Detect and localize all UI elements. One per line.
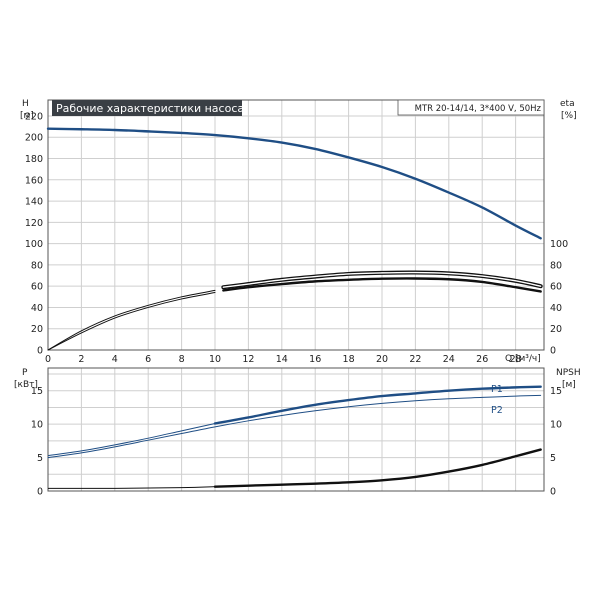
y-left-tick-label-bottom: 0 (37, 487, 43, 498)
y-right-tick-label-top: 40 (550, 303, 562, 314)
y-left-tick-label-top: 40 (31, 303, 43, 314)
y-left-tick-label-top: 180 (25, 154, 43, 165)
bottom-panel-frame (47, 367, 545, 492)
y-left-label-top: H (22, 99, 29, 109)
y-right-tick-label-top: 100 (550, 239, 568, 250)
y-right-tick-label-bottom: 5 (550, 453, 556, 464)
y-left-unit-bottom: [кВт] (14, 380, 38, 390)
y-right-tick-label-top: 20 (550, 324, 562, 335)
y-left-tick-label-top: 80 (31, 260, 43, 271)
x-axis-label: Q [м³/ч] (505, 354, 541, 364)
y-left-tick-label-bottom: 5 (37, 453, 43, 464)
bottom-p2-line (47, 394, 542, 459)
x-tick-label: 2 (78, 354, 84, 365)
x-tick-label: 16 (309, 354, 321, 365)
y-left-tick-label-top: 60 (31, 282, 43, 293)
x-tick-label: 6 (145, 354, 151, 365)
model-info: MTR 20-14/14, 3*400 V, 50Hz (415, 104, 542, 114)
bottom-panel-series (47, 385, 542, 489)
y-right-unit-top: [%] (561, 111, 577, 121)
y-left-tick-label-bottom: 10 (31, 420, 43, 431)
top-panel-tick-labels: 0 2 4 6 8 10 12 14 16 18 20 22 24 26 28020406080100120… (25, 111, 568, 365)
y-left-tick-label-bottom: 15 (31, 386, 43, 397)
top-panel-grid (48, 100, 544, 350)
y-right-tick-label-bottom: 0 (550, 487, 556, 498)
y-left-label-bottom: P (22, 368, 28, 378)
y-right-tick-label-top: 80 (550, 260, 562, 271)
y-left-tick-label-top: 140 (25, 197, 43, 208)
y-left-tick-label-top: 0 (37, 346, 43, 357)
x-tick-label: 0 (45, 354, 51, 365)
bottom-p1-line-thick (213, 385, 542, 425)
top-panel-frame (47, 99, 545, 351)
bottom-panel-grid (48, 368, 544, 491)
y-right-tick-label-top: 60 (550, 282, 562, 293)
y-left-tick-label-top: 200 (25, 133, 43, 144)
y-right-tick-label-top: 0 (550, 346, 556, 357)
y-left-tick-label-top: 100 (25, 239, 43, 250)
y-right-tick-label-bottom: 15 (550, 386, 562, 397)
y-right-label-bottom: NPSH (556, 368, 581, 378)
y-left-tick-label-top: 120 (25, 218, 43, 229)
x-tick-label: 14 (276, 354, 288, 365)
bottom-panel-tick-labels: 0 5 10 15 0 5 10 15 (31, 386, 562, 497)
x-tick-label: 12 (242, 354, 254, 365)
bottom-p1-line-thin (47, 422, 216, 457)
y-right-label-top: eta (560, 99, 575, 109)
title-badge-bg (52, 100, 242, 116)
y-left-tick-label-top: 220 (25, 111, 43, 122)
x-tick-label: 8 (179, 354, 185, 365)
x-tick-label: 24 (443, 354, 455, 365)
y-left-tick-label-top: 20 (31, 324, 43, 335)
title-badge: Рабочие характеристики насоса (56, 102, 244, 115)
y-left-tick-label-top: 160 (25, 175, 43, 186)
top-eta-lower-line (47, 292, 216, 351)
x-tick-label: 10 (209, 354, 221, 365)
y-right-tick-label-bottom: 10 (550, 420, 562, 431)
y-right-unit-bottom: [м] (562, 380, 576, 390)
top-eta-upper-operating-line-inner (222, 271, 542, 288)
bottom-npsh-line-thick (213, 448, 542, 488)
top-eta-lower-operating-line (222, 277, 542, 293)
bottom-npsh-line-thin (47, 486, 216, 489)
y-left-unit-top: [м] (20, 111, 34, 121)
x-tick-label: 18 (343, 354, 355, 365)
top-h-line (46, 127, 542, 240)
series-label-p2: P2 (491, 405, 503, 416)
x-tick-label: 26 (476, 354, 488, 365)
top-panel-series (46, 127, 543, 351)
x-tick-label: 28 (510, 354, 522, 365)
top-eta-upper-line (47, 289, 216, 351)
x-tick-label: 20 (376, 354, 388, 365)
x-tick-label: 22 (409, 354, 421, 365)
x-tick-label: 4 (112, 354, 118, 365)
model-info-box (397, 99, 545, 116)
series-label-p1: P1 (491, 384, 503, 395)
